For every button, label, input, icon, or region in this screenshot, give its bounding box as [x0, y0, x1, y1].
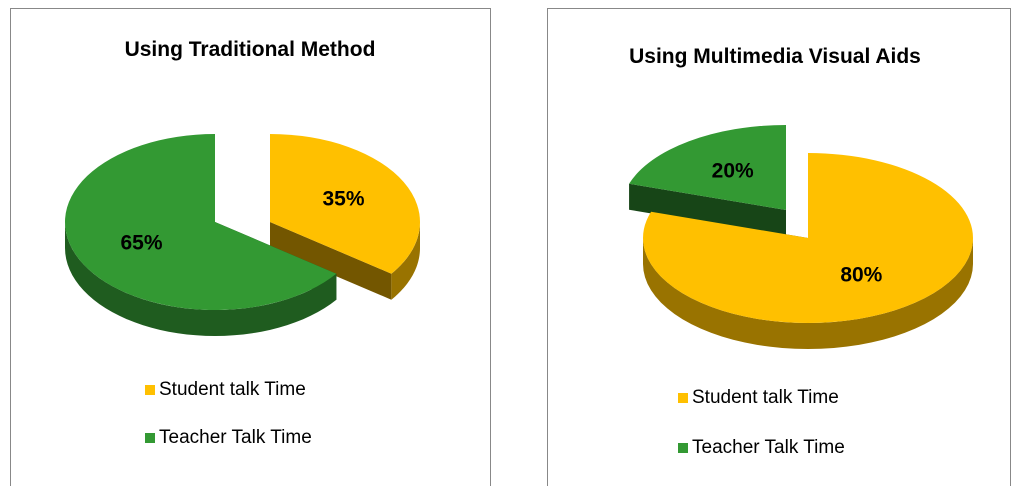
chart-title: Using Traditional Method [124, 38, 376, 61]
pie-slice [270, 134, 420, 274]
pie-slice [643, 153, 973, 324]
legend-swatch [145, 433, 155, 443]
pie-slice [64, 134, 337, 310]
pie-side [65, 222, 337, 336]
pie-tops [64, 134, 420, 310]
legend-swatch [678, 393, 688, 403]
pie-side [391, 222, 420, 300]
data-label: 65% [120, 232, 162, 255]
chart-title: Using Multimedia Visual Aids [629, 45, 921, 68]
data-label: 35% [322, 188, 364, 211]
legend-label: Student talk Time [159, 379, 306, 400]
pie-tops [629, 125, 973, 324]
legend-label: Teacher Talk Time [159, 427, 312, 448]
legend-label: Teacher Talk Time [692, 437, 845, 458]
pie-slice [629, 125, 786, 210]
chart-panel [10, 8, 491, 486]
pie-face [270, 222, 392, 300]
chart-panel [547, 8, 1011, 486]
pie-face [629, 183, 786, 236]
data-label: 20% [712, 160, 754, 183]
pie-side [643, 238, 973, 349]
legend-swatch [145, 385, 155, 395]
legend-label: Student talk Time [692, 387, 839, 408]
data-label: 80% [840, 263, 882, 286]
legend-swatch [678, 443, 688, 453]
